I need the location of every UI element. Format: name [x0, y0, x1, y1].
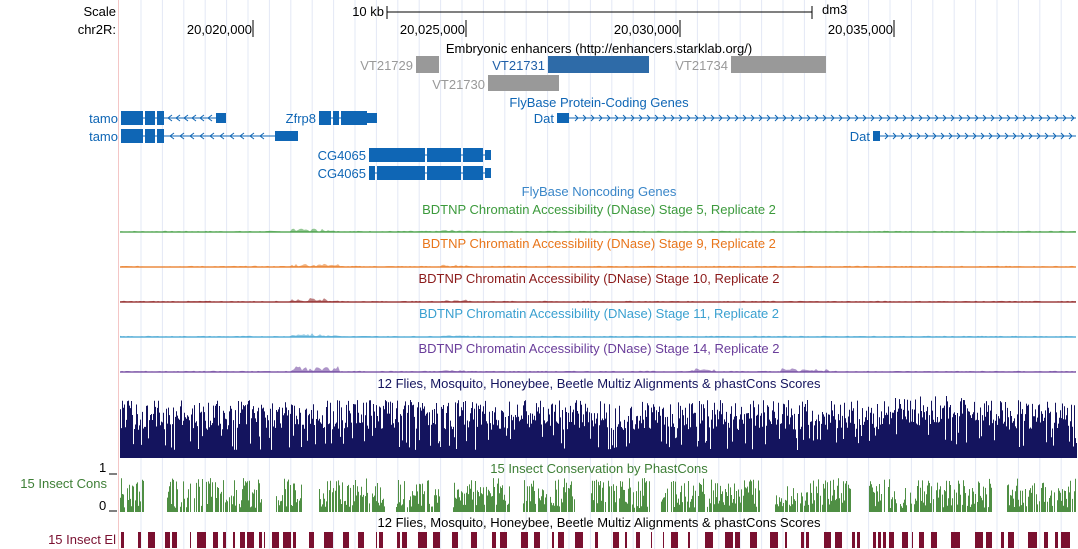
dnase-track-title[interactable]: BDTNP Chromatin Accessibility (DNase) St… [422, 202, 776, 217]
gene-cg4065-1 [369, 148, 491, 162]
multiz-conservation-bars [120, 396, 1077, 458]
gene-zfrp8 [319, 111, 377, 125]
dnase-stage11-signal [120, 333, 1076, 338]
gene-cg4065-2 [369, 166, 491, 180]
enhancer-vt21729 [416, 56, 439, 73]
phastcons-ymin: 0 [99, 498, 107, 513]
phastcons-bars [120, 478, 1076, 512]
enhancer-label-vt21730[interactable]: VT21730 [432, 77, 485, 92]
assembly-label: dm3 [822, 2, 848, 17]
enhancer-vt21734 [731, 56, 826, 73]
elements-track-title[interactable]: 12 Flies, Mosquito, Honeybee, Beetle Mul… [377, 515, 821, 530]
enhancer-features [416, 56, 826, 91]
scale-bar-text: 10 kb [352, 4, 384, 19]
position-label: 20,020,000 [186, 22, 252, 37]
enhancer-label-vt21729[interactable]: VT21729 [360, 58, 413, 73]
gene-label-tamo[interactable]: tamo [89, 111, 118, 126]
enhancer-label-vt21734[interactable]: VT21734 [675, 58, 728, 73]
scale-label: Scale [83, 4, 116, 19]
dnase-track-title[interactable]: BDTNP Chromatin Accessibility (DNase) St… [418, 341, 780, 356]
position-label: 20,035,000 [827, 22, 893, 37]
gene-dat-2 [873, 131, 1076, 141]
gene-label-cg4065[interactable]: CG4065 [317, 148, 366, 163]
gene-tamo-1 [121, 111, 226, 125]
base-position-ticks [252, 20, 895, 37]
gene-label-zfrp8[interactable]: Zfrp8 [285, 111, 316, 126]
dnase-stage9-signal [120, 263, 1076, 268]
dnase-track-title[interactable]: BDTNP Chromatin Accessibility (DNase) St… [418, 271, 780, 286]
multiz-track-title[interactable]: 12 Flies, Mosquito, Honeybee, Beetle Mul… [377, 376, 821, 391]
position-label: 20,025,000 [399, 22, 465, 37]
chrom-label: chr2R: [77, 22, 116, 37]
phastcons-side-label[interactable]: 15 Insect Cons [20, 476, 107, 491]
enhancer-label-vt21731[interactable]: VT21731 [492, 58, 545, 73]
gene-dat-1 [557, 113, 1076, 123]
dnase-track-title[interactable]: BDTNP Chromatin Accessibility (DNase) St… [418, 306, 780, 321]
dnase-stage14-signal [120, 366, 1076, 373]
phastcons-track-title[interactable]: 15 Insect Conservation by PhastCons [490, 461, 708, 476]
noncoding-track-title[interactable]: FlyBase Noncoding Genes [521, 184, 677, 199]
gene-label-cg4065[interactable]: CG4065 [317, 166, 366, 181]
elements-side-label[interactable]: 15 Insect El [48, 532, 116, 547]
dnase-track-title[interactable]: BDTNP Chromatin Accessibility (DNase) St… [422, 236, 776, 251]
dnase-stage10-signal [120, 298, 1076, 303]
enhancer-vt21730 [488, 75, 559, 91]
enhancers-track-title[interactable]: Embryonic enhancers (http://enhancers.st… [445, 41, 753, 56]
gene-label-dat[interactable]: Dat [849, 129, 870, 144]
gene-models [121, 111, 1076, 180]
enhancer-vt21731 [548, 56, 649, 73]
protein-coding-track-title[interactable]: FlyBase Protein-Coding Genes [509, 95, 689, 110]
gene-label-tamo[interactable]: tamo [89, 129, 118, 144]
gene-label-dat[interactable]: Dat [533, 111, 554, 126]
track-label-separator [118, 0, 119, 549]
phastcons-ymax: 1 [99, 460, 107, 475]
conserved-elements-blocks [121, 532, 1070, 548]
position-label: 20,030,000 [613, 22, 679, 37]
scale-bar [386, 6, 813, 19]
phastcons-axis-ticks [109, 473, 117, 512]
gene-tamo-2 [121, 129, 298, 143]
dnase-stage5-signal [120, 228, 1076, 233]
